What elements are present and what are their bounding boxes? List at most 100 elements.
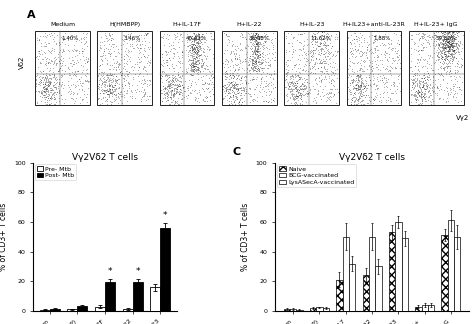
Point — [264, 100, 272, 105]
Point — [296, 101, 304, 106]
Point — [178, 92, 185, 97]
Point — [325, 95, 333, 100]
Text: Vγ2: Vγ2 — [456, 115, 469, 121]
Point — [137, 89, 145, 94]
Point — [207, 74, 214, 79]
Point — [372, 62, 380, 67]
Point — [442, 99, 449, 104]
Point — [446, 38, 453, 43]
Point — [247, 64, 255, 70]
Point — [294, 101, 301, 106]
Point — [237, 84, 245, 89]
Point — [295, 92, 303, 97]
Point — [111, 53, 118, 58]
Point — [184, 65, 191, 70]
Point — [96, 75, 104, 80]
Point — [429, 74, 437, 79]
Point — [418, 85, 425, 90]
Point — [199, 61, 206, 66]
Point — [145, 40, 153, 45]
Point — [348, 68, 356, 73]
Point — [176, 83, 184, 88]
Point — [284, 81, 292, 86]
Point — [255, 46, 262, 52]
Point — [356, 73, 364, 78]
Point — [415, 37, 423, 42]
Point — [408, 78, 415, 83]
Point — [257, 72, 265, 77]
Point — [237, 30, 245, 36]
Point — [42, 88, 49, 93]
Point — [347, 97, 355, 102]
Point — [357, 84, 365, 89]
Point — [288, 52, 296, 57]
Point — [189, 34, 196, 39]
Point — [172, 99, 180, 105]
Point — [188, 35, 196, 40]
Point — [318, 37, 325, 42]
Point — [249, 58, 256, 64]
Point — [52, 86, 59, 91]
Point — [288, 86, 296, 91]
Point — [430, 32, 438, 38]
Point — [125, 31, 132, 37]
Point — [56, 56, 64, 61]
Point — [253, 55, 261, 60]
Point — [231, 84, 239, 89]
Point — [222, 88, 230, 94]
Point — [40, 95, 48, 100]
Point — [118, 73, 126, 78]
Point — [383, 80, 390, 85]
Point — [160, 92, 167, 97]
Point — [45, 84, 52, 89]
Point — [105, 88, 112, 94]
Point — [191, 51, 198, 56]
Point — [228, 75, 235, 80]
Point — [410, 39, 418, 44]
Point — [320, 61, 328, 66]
Point — [184, 86, 192, 91]
Point — [443, 30, 451, 35]
Point — [443, 42, 451, 48]
Point — [419, 56, 427, 61]
Point — [172, 99, 179, 104]
Point — [352, 78, 360, 83]
Point — [72, 61, 80, 66]
Point — [447, 38, 455, 43]
Point — [51, 54, 59, 59]
Point — [192, 51, 200, 56]
Point — [105, 31, 113, 36]
Point — [347, 41, 355, 47]
Point — [201, 52, 208, 58]
Point — [68, 54, 76, 60]
Point — [447, 50, 455, 55]
Point — [209, 92, 217, 97]
Point — [408, 68, 416, 73]
Point — [432, 39, 440, 44]
Point — [225, 40, 233, 45]
Point — [288, 81, 295, 86]
Point — [302, 90, 310, 95]
Point — [192, 48, 200, 53]
Point — [453, 40, 460, 45]
Point — [299, 91, 306, 97]
Point — [189, 41, 196, 47]
Point — [418, 93, 425, 98]
Point — [47, 89, 55, 95]
Point — [234, 82, 242, 87]
Point — [270, 96, 278, 101]
Point — [254, 41, 261, 46]
Point — [447, 44, 455, 49]
Point — [110, 60, 118, 65]
Point — [425, 32, 432, 37]
Point — [186, 57, 193, 63]
Point — [252, 44, 260, 49]
Point — [388, 45, 395, 50]
Point — [350, 69, 357, 75]
Point — [270, 81, 277, 86]
Point — [158, 62, 166, 67]
Text: 59.82%: 59.82% — [436, 36, 456, 41]
Point — [269, 46, 276, 51]
Point — [171, 86, 178, 91]
Point — [356, 86, 364, 91]
